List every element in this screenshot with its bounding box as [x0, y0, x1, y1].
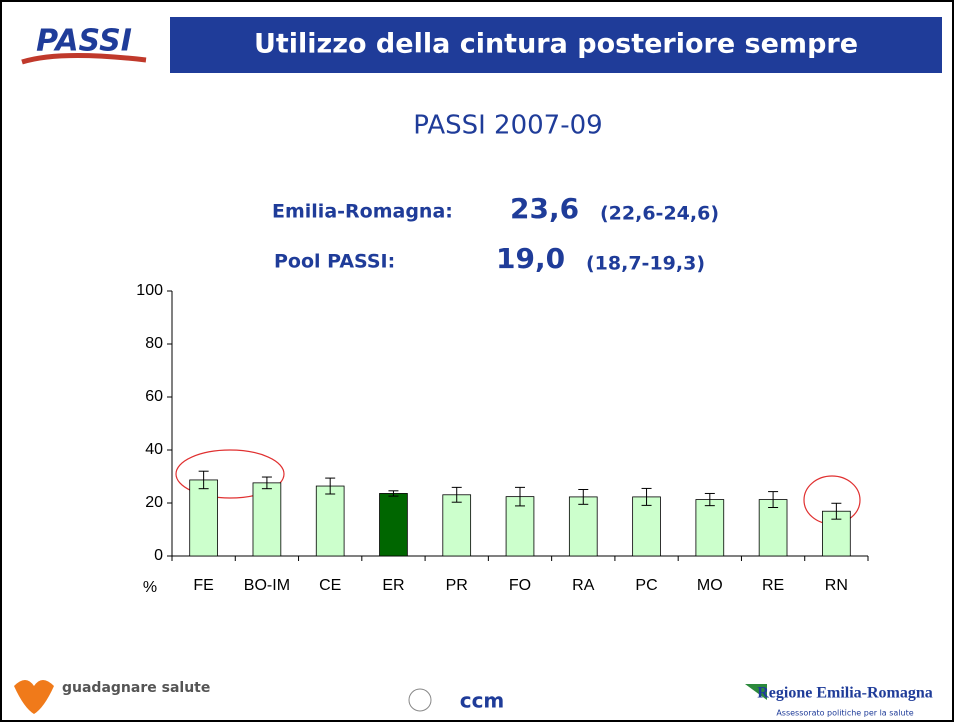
y-tick-label: 100	[136, 282, 163, 299]
bar	[252, 482, 282, 557]
y-tick-label: 40	[145, 441, 163, 458]
x-tick-label: ER	[382, 577, 404, 594]
highlight-ellipse	[175, 449, 285, 499]
logo-swoosh	[21, 52, 147, 65]
annotation-value: 23,6	[510, 192, 579, 225]
bar	[695, 499, 725, 557]
x-tick-label: MO	[697, 577, 723, 594]
bar	[758, 499, 788, 557]
annotation-label: Pool PASSI:	[274, 251, 395, 273]
annotation-range: (22,6-24,6)	[600, 203, 719, 225]
x-tick-label: FE	[193, 577, 213, 594]
footer-right: Regione Emilia-Romagna	[757, 685, 933, 702]
bar	[315, 485, 345, 557]
annotation-value: 19,0	[496, 242, 565, 275]
x-tick-label: RA	[572, 577, 595, 594]
x-tick-label: PC	[635, 577, 657, 594]
footer-right-sub: Assessorato politiche per la salute	[776, 709, 913, 718]
bar	[442, 494, 472, 557]
bar	[379, 493, 408, 557]
x-tick-label: RN	[825, 577, 848, 594]
subtitle: PASSI 2007-09	[413, 111, 602, 141]
x-tick-label: FO	[509, 577, 531, 594]
bar	[632, 496, 661, 557]
x-tick-label: BO-IM	[244, 577, 290, 594]
chart-title: Utilizzo della cintura posteriore sempre	[254, 29, 858, 60]
logo: PASSI	[36, 24, 132, 59]
bar	[189, 479, 218, 557]
x-tick-label: PR	[446, 577, 468, 594]
title-bar	[170, 17, 942, 73]
footer-left: guadagnare salute	[62, 680, 210, 696]
y-unit: %	[143, 579, 157, 596]
annotation-label: Emilia-Romagna:	[272, 201, 453, 223]
footer-logo-flag	[745, 684, 767, 700]
y-tick-label: 20	[145, 494, 163, 511]
x-tick-label: CE	[319, 577, 341, 594]
annotation-range: (18,7-19,3)	[586, 253, 705, 275]
footer-logo-heart	[14, 680, 54, 714]
y-tick-label: 80	[145, 335, 163, 352]
y-tick-label: 0	[154, 547, 163, 564]
footer-logo-icon	[408, 688, 432, 712]
bar	[568, 496, 598, 557]
footer-center: ccm	[460, 689, 505, 713]
y-tick-label: 60	[145, 388, 163, 405]
x-tick-label: RE	[762, 577, 784, 594]
